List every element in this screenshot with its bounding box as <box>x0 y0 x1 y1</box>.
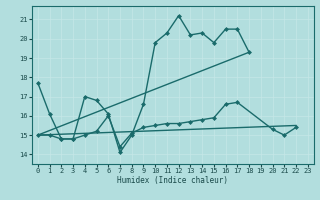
X-axis label: Humidex (Indice chaleur): Humidex (Indice chaleur) <box>117 176 228 185</box>
